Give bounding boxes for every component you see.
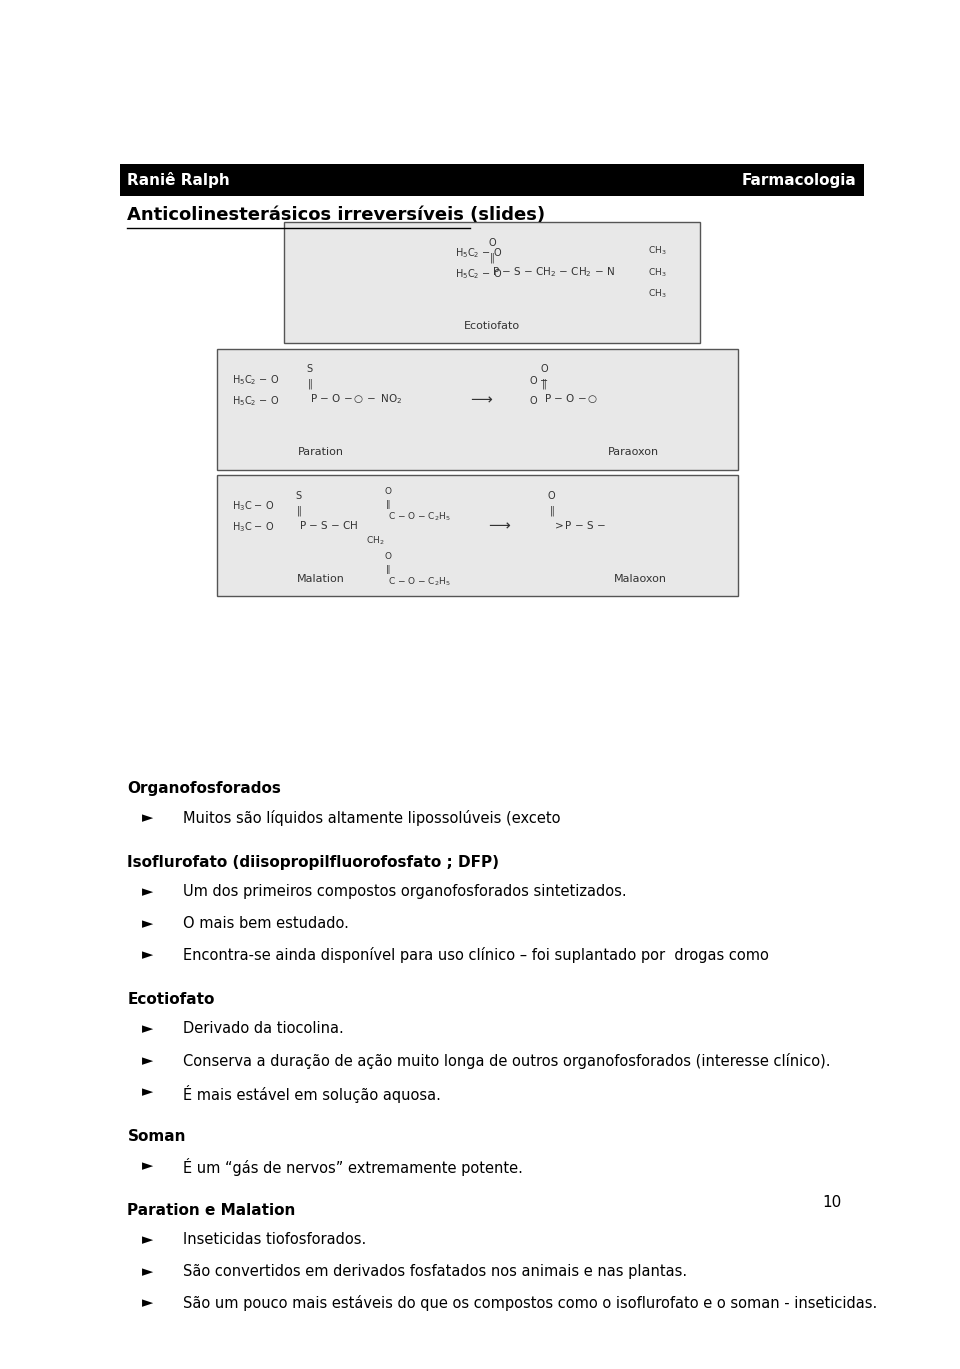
Text: ►: ►: [142, 1021, 154, 1036]
Text: 10: 10: [823, 1195, 842, 1210]
Text: ►: ►: [142, 1295, 154, 1310]
Text: ►: ►: [142, 1264, 154, 1279]
Text: Soman: Soman: [128, 1129, 186, 1144]
Text: $>$P $-$ S $-$: $>$P $-$ S $-$: [551, 519, 606, 531]
Text: O: O: [489, 238, 495, 248]
Text: P $-$ S $-$ CH: P $-$ S $-$ CH: [299, 519, 358, 531]
Text: Ecotiofato: Ecotiofato: [464, 320, 520, 331]
Text: Paration: Paration: [298, 448, 344, 457]
Text: Conserva a duração de ação muito longa de outros organofosforados (interesse clí: Conserva a duração de ação muito longa d…: [183, 1053, 830, 1069]
Text: $\|$: $\|$: [385, 563, 391, 576]
Text: ►: ►: [142, 884, 154, 899]
Text: $\|$: $\|$: [307, 376, 313, 392]
Text: Derivado da tiocolina.: Derivado da tiocolina.: [183, 1021, 344, 1036]
Text: É um “gás de nervos” extremamente potente.: É um “gás de nervos” extremamente potent…: [183, 1158, 523, 1176]
Text: O: O: [384, 487, 392, 496]
Text: Paration e Malation: Paration e Malation: [128, 1202, 296, 1217]
Text: P $-$ O $-\bigcirc$: P $-$ O $-\bigcirc$: [544, 393, 598, 405]
Text: CH$_3$: CH$_3$: [648, 266, 667, 278]
Text: ►: ►: [142, 1053, 154, 1068]
Text: Malaoxon: Malaoxon: [614, 574, 667, 583]
Text: C $-$ O $-$ C$_2$H$_5$: C $-$ O $-$ C$_2$H$_5$: [388, 576, 450, 589]
Text: H$_3$C $-$ O: H$_3$C $-$ O: [231, 520, 274, 534]
Text: CH$_2$: CH$_2$: [366, 535, 384, 548]
Text: H$_5$C$_2$ $-$ O: H$_5$C$_2$ $-$ O: [455, 267, 502, 282]
Text: O: O: [548, 491, 555, 501]
Text: São um pouco mais estáveis do que os compostos como o isoflurofato e o soman - i: São um pouco mais estáveis do que os com…: [183, 1295, 877, 1312]
Text: Malation: Malation: [297, 574, 345, 583]
Text: Raniê Ralph: Raniê Ralph: [128, 172, 230, 188]
Text: $\|$: $\|$: [541, 376, 547, 392]
Text: Inseticidas tiofosforados.: Inseticidas tiofosforados.: [183, 1232, 367, 1247]
Text: H$_5$C$_2$ $-$ O: H$_5$C$_2$ $-$ O: [231, 372, 278, 387]
Text: H$_3$C $-$ O: H$_3$C $-$ O: [231, 500, 274, 513]
Text: $\longrightarrow$: $\longrightarrow$: [487, 517, 513, 533]
Text: ►: ►: [142, 916, 154, 931]
FancyBboxPatch shape: [120, 164, 864, 196]
Text: São convertidos em derivados fosfatados nos animais e nas plantas.: São convertidos em derivados fosfatados …: [183, 1264, 687, 1279]
Text: $\|$: $\|$: [296, 504, 301, 517]
Text: Anticolinesterásicos irreversíveis (slides): Anticolinesterásicos irreversíveis (slid…: [128, 207, 545, 225]
Text: S: S: [296, 491, 301, 501]
Text: Ecotiofato: Ecotiofato: [128, 991, 215, 1006]
Text: ►: ►: [142, 1232, 154, 1247]
Text: CH$_3$: CH$_3$: [648, 245, 667, 257]
FancyBboxPatch shape: [217, 349, 737, 470]
Text: C $-$ O $-$ C$_2$H$_5$: C $-$ O $-$ C$_2$H$_5$: [388, 511, 450, 523]
Text: Um dos primeiros compostos organofosforados sintetizados.: Um dos primeiros compostos organofosfora…: [183, 884, 627, 899]
Text: CH$_3$: CH$_3$: [648, 287, 667, 300]
FancyBboxPatch shape: [284, 222, 701, 344]
Text: $\|$: $\|$: [549, 504, 554, 517]
Text: Farmacologia: Farmacologia: [742, 172, 856, 188]
Text: Isoflurofato (diisopropilfluorofosfato ; DFP): Isoflurofato (diisopropilfluorofosfato ;…: [128, 854, 499, 869]
Text: O: O: [529, 396, 537, 407]
Text: Paraoxon: Paraoxon: [608, 448, 659, 457]
Text: H$_5$C$_2$ $-$ O: H$_5$C$_2$ $-$ O: [231, 394, 278, 408]
Text: $\|$: $\|$: [385, 498, 391, 511]
Text: $\|$: $\|$: [490, 251, 494, 264]
FancyBboxPatch shape: [217, 475, 737, 597]
Text: H$_5$C$_2$ $-$ O: H$_5$C$_2$ $-$ O: [455, 246, 502, 260]
Text: O: O: [540, 364, 548, 374]
Text: $\longrightarrow$: $\longrightarrow$: [468, 392, 493, 407]
Text: O: O: [384, 553, 392, 561]
Text: O $-$: O $-$: [529, 374, 549, 386]
Text: Encontra-se ainda disponível para uso clínico – foi suplantado por  drogas como: Encontra-se ainda disponível para uso cl…: [183, 947, 774, 964]
Text: ►: ►: [142, 810, 154, 826]
Text: É mais estável em solução aquosa.: É mais estável em solução aquosa.: [183, 1084, 441, 1102]
Text: Muitos são líquidos altamente lipossolúveis (exceto: Muitos são líquidos altamente lipossolúv…: [183, 810, 565, 827]
Text: O mais bem estudado.: O mais bem estudado.: [183, 916, 349, 931]
Text: ►: ►: [142, 947, 154, 962]
Text: ►: ►: [142, 1158, 154, 1173]
Text: S: S: [306, 364, 313, 374]
Text: P $-$ S $-$ CH$_2$ $-$ CH$_2$ $-$ N: P $-$ S $-$ CH$_2$ $-$ CH$_2$ $-$ N: [492, 266, 614, 279]
Text: ►: ►: [142, 1084, 154, 1099]
Text: P $-$ O $-\bigcirc-$ NO$_2$: P $-$ O $-\bigcirc-$ NO$_2$: [310, 392, 402, 405]
Text: Organofosforados: Organofosforados: [128, 780, 281, 795]
